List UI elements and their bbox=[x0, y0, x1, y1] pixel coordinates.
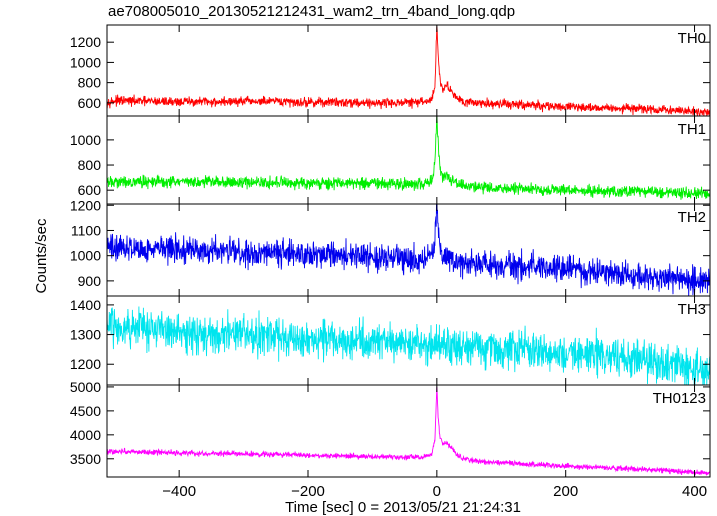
x-tick-label: 400 bbox=[682, 483, 707, 500]
y-axis-label: Counts/sec bbox=[33, 218, 50, 294]
series-line-th0 bbox=[107, 26, 710, 116]
y-tick-label: 5000 bbox=[70, 379, 101, 395]
series-line-th2 bbox=[107, 204, 710, 296]
panel-frame-th0123 bbox=[106, 384, 711, 478]
panel-label-th0123: TH0123 bbox=[653, 390, 706, 407]
x-tick-label: −400 bbox=[162, 483, 196, 500]
y-tick-label: 1400 bbox=[70, 297, 101, 313]
y-tick-label: 1300 bbox=[70, 327, 101, 343]
y-tick-label: 1100 bbox=[71, 222, 101, 238]
y-tick-label: 600 bbox=[78, 95, 102, 111]
x-tick-label: −200 bbox=[291, 483, 325, 500]
y-tick-label: 1000 bbox=[70, 132, 101, 148]
y-tick-label: 900 bbox=[78, 273, 102, 289]
panel-label-th1: TH1 bbox=[678, 121, 706, 138]
y-tick-label: 800 bbox=[78, 157, 102, 173]
y-tick-label: 1200 bbox=[70, 34, 101, 50]
series-line-th1 bbox=[107, 116, 710, 200]
panels-group: 600 800 1000 1200 TH0 600 800 1000 TH1 900 1000 110… bbox=[70, 24, 711, 500]
x-axis-label: Time [sec] 0 = 2013/05/21 21:24:31 bbox=[285, 499, 521, 516]
series-line-th0123 bbox=[107, 387, 710, 476]
y-tick-label: 4000 bbox=[70, 427, 101, 443]
y-tick-label: 4500 bbox=[70, 403, 101, 419]
panel-label-th3: TH3 bbox=[678, 301, 706, 318]
x-tick-label: 0 bbox=[433, 483, 441, 500]
chart-title: ae708005010_20130521212431_wam2_trn_4ban… bbox=[108, 3, 515, 20]
y-tick-label: 1000 bbox=[70, 54, 101, 70]
x-tick-label: 200 bbox=[553, 483, 578, 500]
y-tick-label: 1000 bbox=[70, 248, 101, 264]
panel-label-th2: TH2 bbox=[678, 209, 706, 226]
y-tick-label: 3500 bbox=[70, 451, 101, 467]
panel-label-th0: TH0 bbox=[678, 30, 706, 47]
y-tick-label: 600 bbox=[78, 182, 102, 198]
y-tick-label: 1200 bbox=[70, 356, 101, 372]
y-tick-label: 1200 bbox=[70, 197, 101, 213]
y-tick-label: 800 bbox=[78, 75, 102, 91]
series-line-th3 bbox=[107, 306, 710, 385]
